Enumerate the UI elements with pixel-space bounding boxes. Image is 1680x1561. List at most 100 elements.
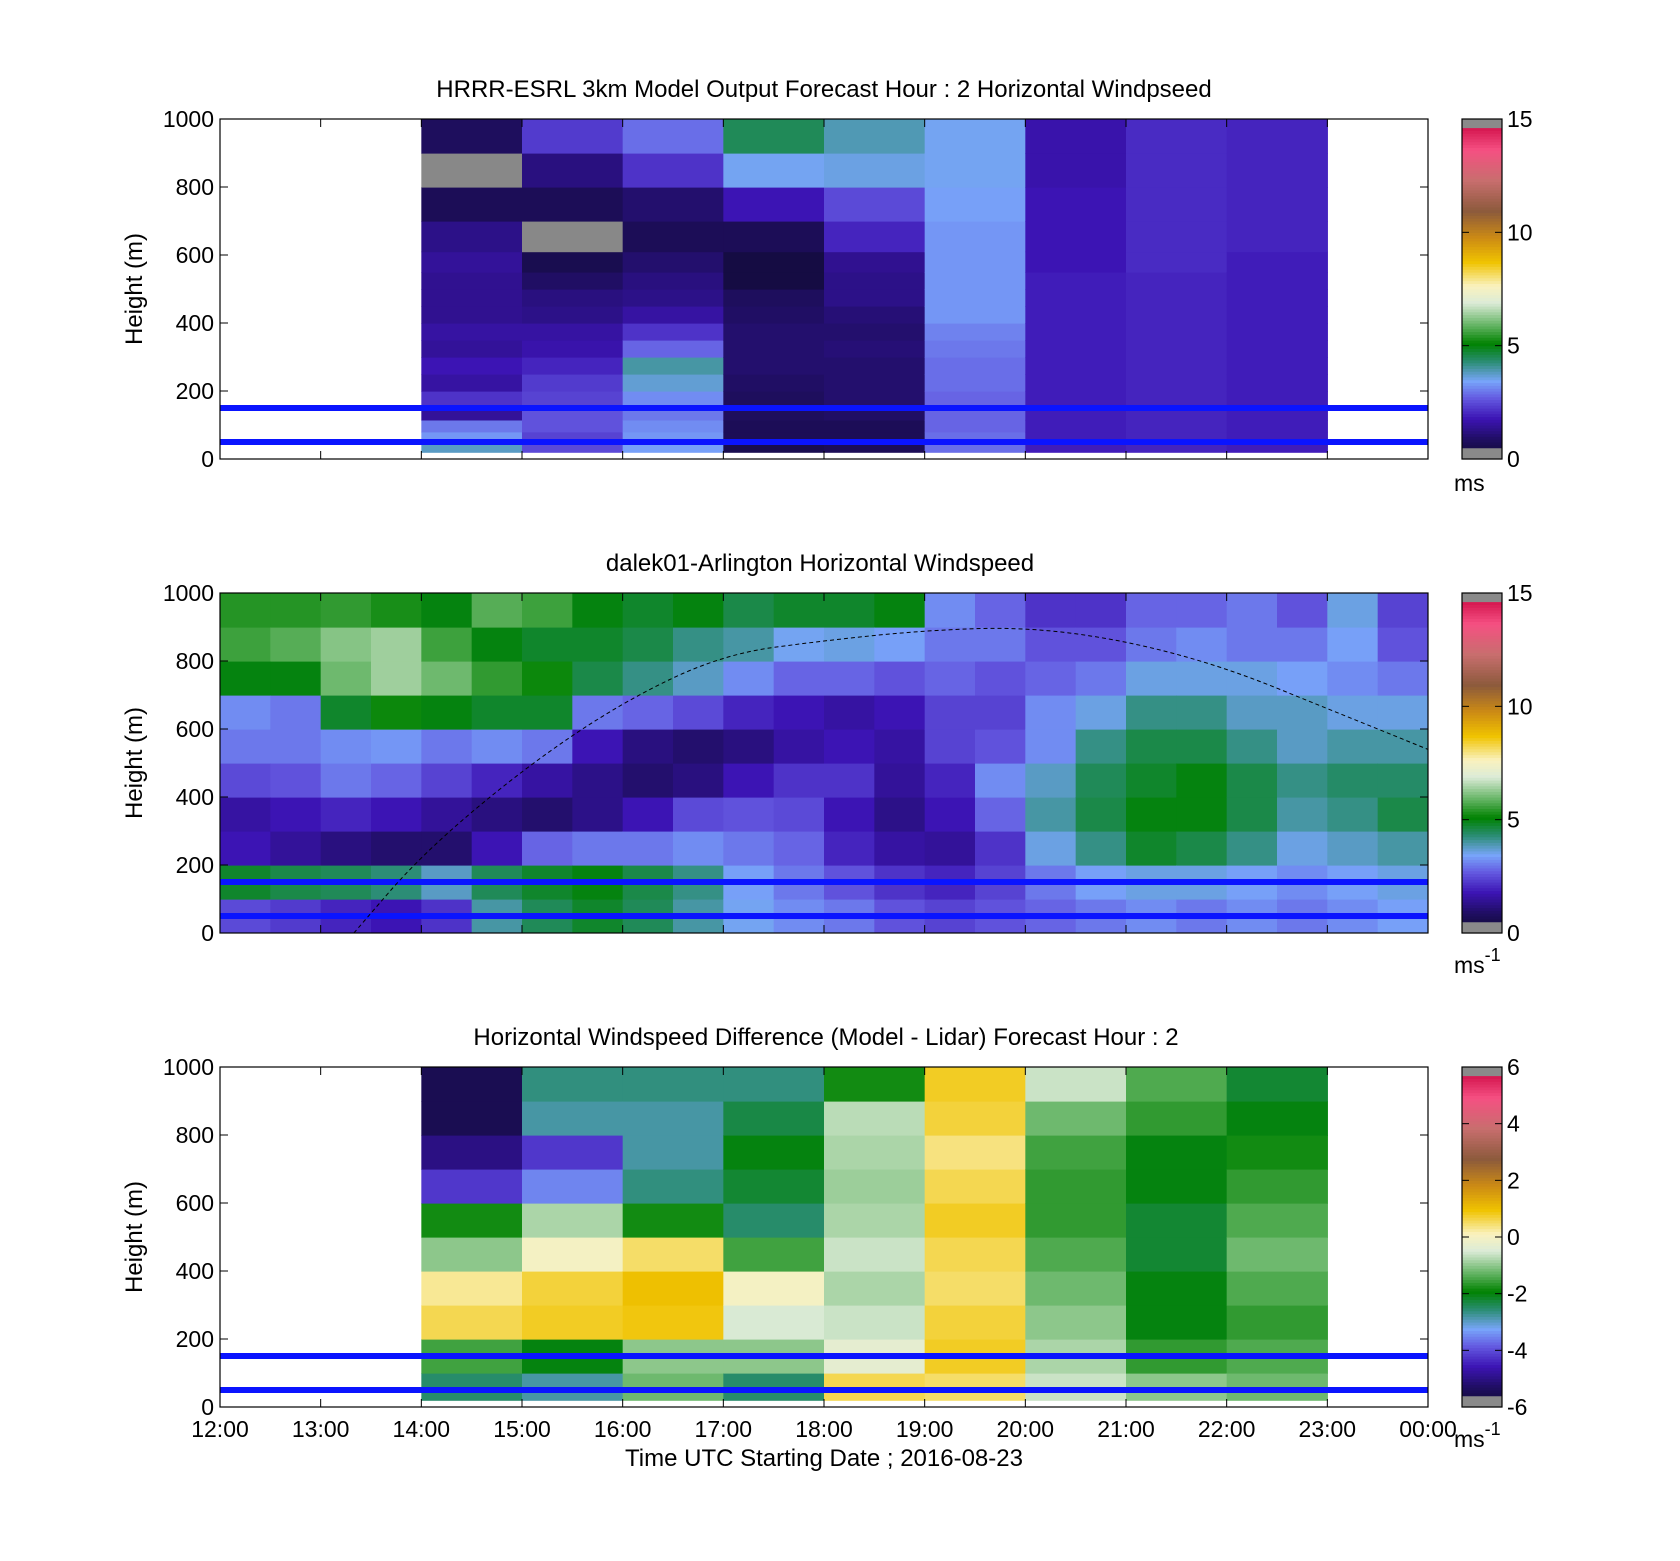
colorbar-segment bbox=[1462, 723, 1502, 727]
colorbar-segment bbox=[1462, 714, 1502, 719]
colorbar-segment bbox=[1462, 323, 1502, 327]
heatmap-cell bbox=[1025, 661, 1077, 696]
colorbar-segment bbox=[1462, 635, 1502, 639]
x-tick-label: 22:00 bbox=[1198, 1416, 1256, 1442]
colorbar-segment bbox=[1462, 850, 1502, 855]
colorbar-segment bbox=[1462, 1203, 1502, 1207]
heatmap-cell bbox=[522, 1203, 624, 1238]
heatmap-cell bbox=[622, 1203, 724, 1238]
colorbar-segment bbox=[1462, 1381, 1502, 1385]
heatmap-cell bbox=[270, 661, 322, 696]
heatmap-cell bbox=[1226, 323, 1328, 341]
heatmap-cell bbox=[1126, 340, 1228, 358]
heatmap-cell bbox=[421, 289, 523, 307]
colorbar-segment bbox=[1462, 274, 1502, 279]
colorbar-segment bbox=[1462, 1282, 1502, 1286]
heatmap-cell bbox=[1126, 221, 1228, 253]
colorbar-segment bbox=[1462, 802, 1502, 807]
heatmap-cell bbox=[371, 593, 422, 628]
colorbar-segment bbox=[1462, 260, 1502, 265]
heatmap-cell bbox=[522, 627, 573, 662]
heatmap-cell bbox=[924, 1373, 1026, 1401]
colorbar-segment bbox=[1462, 624, 1502, 628]
heatmap-cell bbox=[421, 221, 523, 253]
colorbar-segment bbox=[1462, 1069, 1502, 1074]
heatmap-cell bbox=[1126, 1373, 1228, 1401]
heatmap-cell bbox=[1277, 729, 1328, 764]
colorbar-segment bbox=[1462, 308, 1502, 313]
heatmap-cell bbox=[270, 695, 322, 730]
heatmap-cell bbox=[320, 797, 372, 832]
heatmap-cell bbox=[673, 763, 724, 798]
colorbar-segment bbox=[1462, 1285, 1502, 1289]
colorbar-segment bbox=[1462, 286, 1502, 290]
heatmap-cell bbox=[522, 661, 573, 696]
colorbar-segment bbox=[1462, 357, 1502, 361]
colorbar-segment bbox=[1462, 913, 1502, 917]
colorbar-segment bbox=[1462, 1358, 1502, 1363]
colorbar-segment bbox=[1462, 447, 1502, 452]
colorbar-segment bbox=[1462, 638, 1502, 642]
heatmap-cell bbox=[320, 627, 372, 662]
colorbar-segment bbox=[1462, 1333, 1502, 1337]
heatmap-cell bbox=[1025, 340, 1127, 358]
heatmap-cell bbox=[371, 831, 422, 866]
heatmap-cell bbox=[723, 1135, 825, 1170]
heatmap-cell bbox=[622, 374, 724, 392]
heatmap-cell bbox=[723, 1203, 825, 1238]
colorbar-segment bbox=[1462, 901, 1502, 906]
heatmap-cell bbox=[1025, 272, 1127, 290]
colorbar-segment bbox=[1462, 405, 1502, 409]
colorbar-frame bbox=[1461, 118, 1503, 460]
colorbar-segment bbox=[1462, 388, 1502, 392]
heatmap-cell bbox=[1025, 153, 1127, 188]
heatmap-cell bbox=[320, 593, 372, 628]
colorbar-segment bbox=[1462, 1174, 1502, 1179]
heatmap-cell bbox=[1226, 153, 1328, 188]
heatmap-cell bbox=[622, 1169, 724, 1204]
heatmap-cell bbox=[924, 1067, 1026, 1102]
colorbar-segment bbox=[1462, 831, 1502, 835]
heatmap-cell bbox=[1126, 1305, 1228, 1340]
colorbar-tick-label: 10 bbox=[1507, 219, 1533, 245]
heatmap-cell bbox=[824, 272, 926, 290]
colorbar-tick-label: 15 bbox=[1507, 580, 1533, 606]
colorbar-segment bbox=[1462, 1152, 1502, 1156]
colorbar-segment bbox=[1462, 1092, 1502, 1096]
heatmap-cell bbox=[572, 661, 624, 696]
heatmap-cell bbox=[622, 661, 674, 696]
heatmap-cell bbox=[723, 1169, 825, 1204]
colorbar-segment bbox=[1462, 870, 1502, 875]
colorbar-segment bbox=[1462, 1163, 1502, 1167]
heatmap-cell bbox=[471, 661, 523, 696]
heatmap-cell bbox=[723, 272, 825, 290]
colorbar-segment bbox=[1462, 663, 1502, 668]
y-tick-label: 600 bbox=[176, 716, 214, 742]
heatmap-cell bbox=[1226, 221, 1328, 253]
heatmap-cell bbox=[723, 119, 825, 154]
heatmap-cell bbox=[1377, 797, 1428, 832]
colorbar-segment bbox=[1462, 1341, 1502, 1346]
colorbar-segment bbox=[1462, 294, 1502, 299]
heatmap-cell bbox=[622, 340, 724, 358]
heatmap-cell bbox=[371, 797, 422, 832]
heatmap-cell bbox=[1277, 831, 1328, 866]
colorbar-segment bbox=[1462, 1245, 1502, 1249]
heatmap-cell bbox=[723, 1305, 825, 1340]
colorbar-segment bbox=[1462, 1135, 1502, 1139]
panel-lidar-ylabel: Height (m) bbox=[121, 707, 148, 819]
heatmap-cell bbox=[824, 661, 875, 696]
heatmap-cell bbox=[1377, 763, 1428, 798]
colorbar-segment bbox=[1462, 1347, 1502, 1351]
colorbar-segment bbox=[1462, 314, 1502, 318]
colorbar-tick-label: -2 bbox=[1507, 1281, 1527, 1307]
x-tick-label: 19:00 bbox=[896, 1416, 954, 1442]
colorbar-segment bbox=[1462, 1384, 1502, 1388]
heatmap-cell bbox=[824, 443, 926, 453]
panel-lidar-title: dalek01-Arlington Horizontal Windspeed bbox=[606, 550, 1034, 577]
y-tick-label: 600 bbox=[176, 1190, 214, 1216]
heatmap-cell bbox=[924, 1237, 1026, 1272]
heatmap-cell bbox=[522, 593, 573, 628]
heatmap-cell bbox=[1025, 408, 1127, 421]
colorbar-segment bbox=[1462, 765, 1502, 770]
